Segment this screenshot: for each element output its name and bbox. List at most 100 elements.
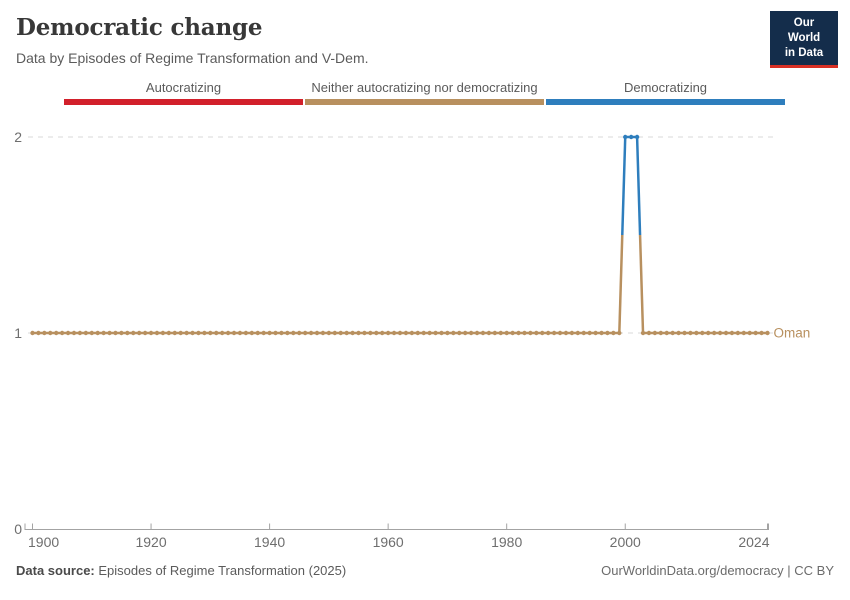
series-point[interactable] <box>95 330 100 336</box>
series-point[interactable] <box>563 330 569 336</box>
series-point[interactable] <box>676 330 681 336</box>
legend-item-autocratizing[interactable]: Autocratizing <box>64 80 303 105</box>
series-point[interactable] <box>391 330 397 336</box>
series-point[interactable] <box>48 330 53 336</box>
series-point[interactable] <box>652 330 658 336</box>
series-point[interactable] <box>101 330 106 336</box>
series-point[interactable] <box>688 330 693 336</box>
series-point[interactable] <box>587 330 592 336</box>
series-point[interactable] <box>142 330 148 336</box>
series-point[interactable] <box>368 330 373 336</box>
series-point[interactable] <box>237 330 243 336</box>
series-point[interactable] <box>628 134 634 140</box>
series-point[interactable] <box>717 330 723 336</box>
series-point[interactable] <box>338 330 343 336</box>
series-point[interactable] <box>279 330 284 336</box>
series-point[interactable] <box>243 330 249 336</box>
series-point[interactable] <box>302 330 308 336</box>
series-point[interactable] <box>694 330 699 336</box>
series-point[interactable] <box>397 330 403 336</box>
series-point[interactable] <box>249 330 255 336</box>
series-point[interactable] <box>362 330 367 336</box>
series-point[interactable] <box>723 330 729 336</box>
series-point[interactable] <box>747 330 752 336</box>
series-point[interactable] <box>314 330 320 336</box>
series-point[interactable] <box>178 330 183 336</box>
series-point[interactable] <box>439 330 444 336</box>
series-point[interactable] <box>664 330 669 336</box>
series-point[interactable] <box>166 330 172 336</box>
series-point[interactable] <box>445 330 450 336</box>
series-point[interactable] <box>510 330 515 336</box>
series-point[interactable] <box>540 330 545 336</box>
series-point[interactable] <box>735 330 741 336</box>
series-point[interactable] <box>71 330 77 336</box>
series-point[interactable] <box>557 330 563 336</box>
series-point[interactable] <box>285 330 290 336</box>
series-point[interactable] <box>765 330 770 336</box>
series-point[interactable] <box>753 330 758 336</box>
series-point[interactable] <box>83 330 89 336</box>
series-point[interactable] <box>119 330 124 336</box>
series-point[interactable] <box>219 330 225 336</box>
series-point[interactable] <box>54 330 59 336</box>
series-point[interactable] <box>214 330 219 336</box>
series-point[interactable] <box>551 330 557 336</box>
series-point[interactable] <box>350 330 355 336</box>
series-point[interactable] <box>706 330 711 336</box>
series-point[interactable] <box>415 330 420 336</box>
series-point[interactable] <box>480 330 486 336</box>
series-point[interactable] <box>59 330 65 336</box>
series-point[interactable] <box>433 330 438 336</box>
series-point[interactable] <box>65 330 71 336</box>
series-line-segment[interactable] <box>618 234 624 334</box>
series-point[interactable] <box>154 330 160 336</box>
series-point[interactable] <box>670 330 675 336</box>
series-point[interactable] <box>202 330 207 336</box>
series-line-segment[interactable] <box>635 136 642 236</box>
series-point[interactable] <box>498 330 503 336</box>
series-point[interactable] <box>409 330 415 336</box>
series-point[interactable] <box>196 330 201 336</box>
series-point[interactable] <box>646 330 652 336</box>
series-point[interactable] <box>344 330 349 336</box>
series-point[interactable] <box>291 330 296 336</box>
series-point[interactable] <box>36 330 41 336</box>
series-point[interactable] <box>682 330 687 336</box>
series-point[interactable] <box>225 330 231 336</box>
series-point[interactable] <box>89 330 94 336</box>
series-point[interactable] <box>332 330 337 336</box>
series-point[interactable] <box>297 330 302 336</box>
series-point[interactable] <box>326 330 332 336</box>
series-point[interactable] <box>611 330 616 336</box>
series-point[interactable] <box>427 330 432 336</box>
series-point[interactable] <box>581 330 586 336</box>
series-point[interactable] <box>125 330 130 336</box>
series-point[interactable] <box>516 330 521 336</box>
series-point[interactable] <box>160 330 166 336</box>
series-point[interactable] <box>468 330 474 336</box>
series-point[interactable] <box>599 330 604 336</box>
series-point[interactable] <box>231 330 237 336</box>
series-point[interactable] <box>617 330 622 336</box>
series-point[interactable] <box>403 330 409 336</box>
series-point[interactable] <box>113 330 118 336</box>
series-point[interactable] <box>575 330 581 336</box>
series-point[interactable] <box>190 330 195 336</box>
series-point[interactable] <box>593 330 598 336</box>
series-line-segment[interactable] <box>638 234 645 334</box>
series-point[interactable] <box>658 330 664 336</box>
series-point[interactable] <box>356 330 361 336</box>
series-point[interactable] <box>729 330 735 336</box>
series-point[interactable] <box>385 330 391 336</box>
series-point[interactable] <box>380 330 385 336</box>
series-point[interactable] <box>267 330 272 336</box>
series-line-segment[interactable] <box>621 136 627 236</box>
series-point[interactable] <box>42 330 47 336</box>
series-point[interactable] <box>374 330 379 336</box>
series-point[interactable] <box>759 330 764 336</box>
series-point[interactable] <box>457 330 462 336</box>
series-point[interactable] <box>605 330 610 336</box>
series-entity-label[interactable]: Oman <box>774 326 811 341</box>
series-point[interactable] <box>273 330 278 336</box>
